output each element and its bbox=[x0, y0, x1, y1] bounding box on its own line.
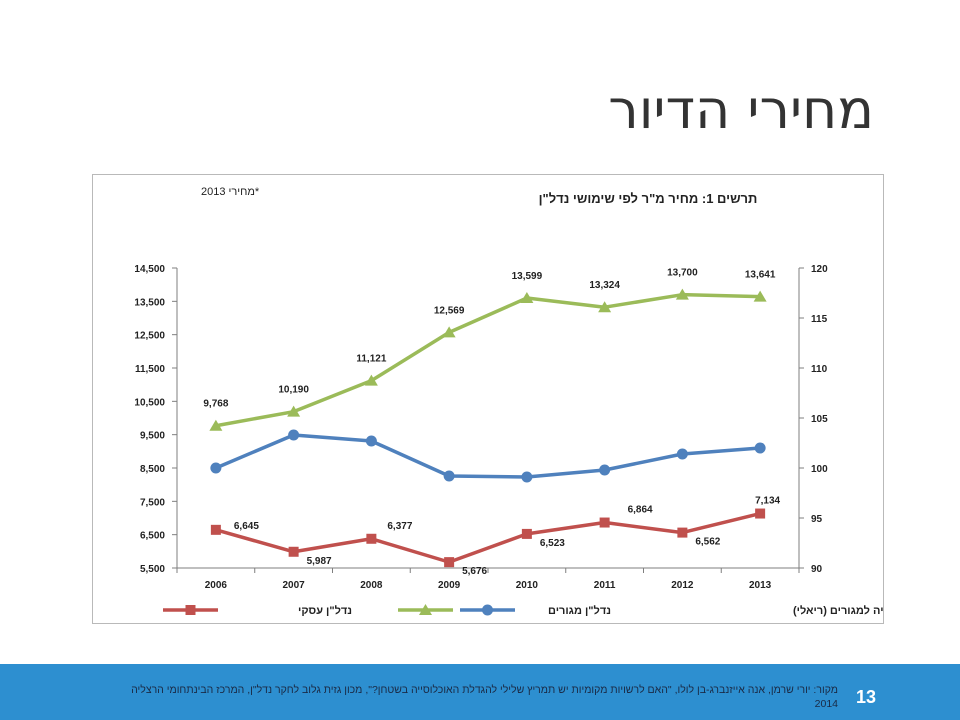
series-1-point bbox=[443, 470, 455, 482]
series-0-point bbox=[598, 301, 612, 313]
left-tick-label: 5,500 bbox=[140, 564, 165, 575]
series-line-1 bbox=[215, 433, 761, 479]
series-0-point bbox=[209, 419, 223, 431]
data-label-commercial: 7,134 bbox=[755, 496, 780, 507]
legend-swatch-marker bbox=[185, 605, 196, 615]
left-tick-label: 10,500 bbox=[134, 397, 165, 408]
left-tick-label: 12,500 bbox=[134, 331, 165, 342]
page-number: 13 bbox=[855, 687, 876, 707]
x-tick-label: 2012 bbox=[671, 580, 694, 591]
series-line-0 bbox=[215, 292, 761, 428]
right-tick-label: 110 bbox=[811, 364, 828, 375]
left-tick-label: 11,500 bbox=[135, 364, 165, 375]
series-0-point bbox=[753, 290, 767, 302]
series-0-point bbox=[364, 374, 378, 386]
data-label-residential: 13,599 bbox=[512, 271, 543, 282]
left-tick-label: 8,500 bbox=[140, 464, 165, 475]
right-tick-label: 100 bbox=[811, 464, 828, 475]
data-label-commercial: 5,676 bbox=[462, 566, 487, 577]
data-label-commercial: 5,987 bbox=[307, 556, 332, 567]
x-tick-label: 2010 bbox=[516, 580, 539, 591]
legend-label: מדד תשומות בניה למגורים (ריאלי) bbox=[793, 604, 883, 617]
x-tick-label: 2007 bbox=[283, 580, 306, 591]
series-0-point bbox=[287, 405, 301, 417]
series-2-point bbox=[521, 528, 532, 539]
left-tick-label: 6,500 bbox=[140, 531, 165, 542]
legend-label: נדל"ן מגורים bbox=[548, 604, 611, 617]
series-line-2 bbox=[215, 511, 761, 564]
slide-title: מחירי הדיור bbox=[608, 78, 874, 141]
series-2-point bbox=[677, 527, 688, 538]
left-tick-label: 13,500 bbox=[134, 297, 165, 308]
data-label-residential: 13,641 bbox=[745, 270, 776, 281]
x-tick-label: 2013 bbox=[749, 580, 772, 591]
data-label-residential: 13,700 bbox=[667, 268, 698, 279]
x-tick-label: 2008 bbox=[360, 580, 383, 591]
data-label-commercial: 6,864 bbox=[628, 505, 653, 516]
series-0-point bbox=[442, 326, 456, 338]
data-label-residential: 9,768 bbox=[203, 399, 228, 410]
series-1-point bbox=[521, 471, 533, 483]
series-2-point bbox=[599, 517, 610, 528]
series-2-point bbox=[210, 524, 221, 535]
legend-swatch-marker bbox=[482, 604, 493, 616]
chart-frame: תרשים 1: מחיר מ"ר לפי שימושי נדל"ן *מחירי… bbox=[92, 174, 884, 624]
right-tick-label: 115 bbox=[811, 314, 828, 325]
x-tick-label: 2011 bbox=[594, 580, 616, 591]
right-tick-label: 90 bbox=[811, 564, 823, 575]
right-tick-label: 95 bbox=[811, 514, 823, 525]
line-chart: תרשים 1: מחיר מ"ר לפי שימושי נדל"ן *מחירי… bbox=[134, 186, 883, 617]
data-label-commercial: 6,562 bbox=[695, 537, 720, 548]
series-1-point bbox=[754, 442, 766, 454]
x-tick-label: 2006 bbox=[205, 580, 228, 591]
data-label-residential: 12,569 bbox=[434, 305, 465, 316]
x-tick-label: 2009 bbox=[438, 580, 461, 591]
series-1-point bbox=[599, 464, 611, 476]
chart-note: *מחירי 2013 bbox=[201, 186, 260, 198]
data-label-commercial: 6,377 bbox=[387, 521, 412, 532]
chart-title: תרשים 1: מחיר מ"ר לפי שימושי נדל"ן bbox=[539, 191, 758, 206]
data-label-commercial: 6,523 bbox=[540, 538, 565, 549]
source-citation: מקור: יורי שרמן, אנה אייזנברג-בן לולו, "… bbox=[131, 684, 838, 710]
data-label-residential: 11,121 bbox=[356, 354, 386, 365]
series-1-point bbox=[210, 462, 222, 474]
series-1-point bbox=[676, 448, 688, 460]
right-tick-label: 120 bbox=[811, 264, 828, 275]
series-2-point bbox=[755, 508, 766, 519]
series-2-point bbox=[366, 533, 377, 544]
left-tick-label: 9,500 bbox=[140, 431, 165, 442]
legend-label: נדל"ן עסקי bbox=[298, 604, 352, 617]
series-0-point bbox=[675, 288, 689, 300]
left-tick-label: 14,500 bbox=[134, 264, 165, 275]
series-2-point bbox=[288, 546, 299, 557]
series-0-point bbox=[520, 292, 534, 304]
data-label-commercial: 6,645 bbox=[234, 521, 259, 532]
series-1-point bbox=[288, 429, 300, 441]
data-label-residential: 10,190 bbox=[278, 385, 309, 396]
footer-bar: מקור: יורי שרמן, אנה אייזנברג-בן לולו, "… bbox=[0, 664, 960, 720]
series-2-point bbox=[444, 557, 455, 568]
legend-swatch-marker bbox=[419, 604, 432, 615]
data-label-residential: 13,324 bbox=[589, 280, 620, 291]
right-tick-label: 105 bbox=[811, 414, 828, 425]
left-tick-label: 7,500 bbox=[140, 497, 165, 508]
series-1-point bbox=[365, 435, 377, 447]
